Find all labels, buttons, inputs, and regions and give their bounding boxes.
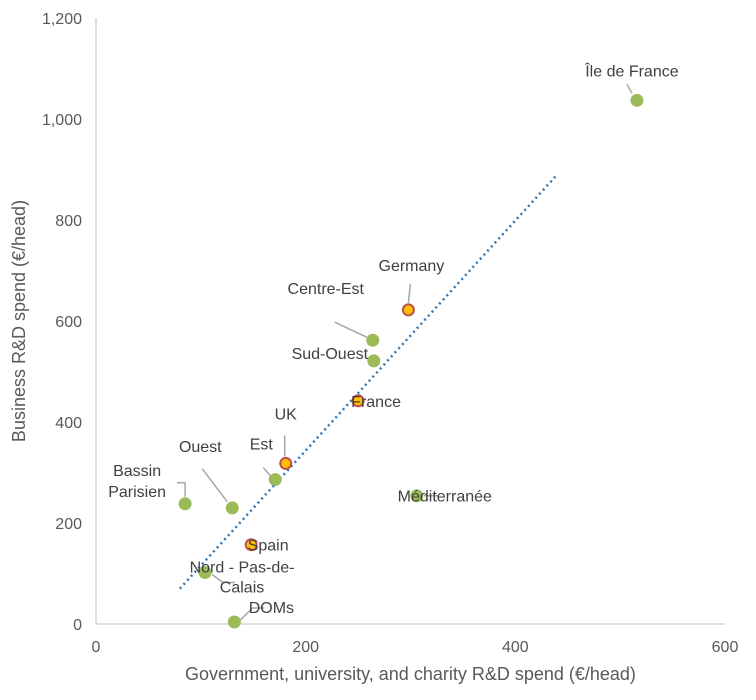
leader-line [262, 467, 271, 477]
leader-line [201, 468, 228, 503]
data-label-est: Est [250, 437, 274, 454]
y-tick-label: 0 [73, 617, 82, 634]
data-point-nord-pas-de-calais [198, 565, 212, 579]
leader-line [334, 321, 368, 338]
trendline [178, 173, 559, 590]
y-tick-label: 1,000 [42, 112, 82, 129]
data-point-ouest [225, 501, 239, 515]
data-point-bassin-parisien [178, 497, 192, 511]
leader-line [407, 283, 412, 303]
leader-line [177, 482, 186, 497]
data-label-uk: UK [275, 406, 298, 423]
data-point-spain [244, 538, 258, 552]
data-label-ouest: Ouest [179, 439, 222, 456]
leader-line [211, 573, 236, 584]
x-tick-label: 400 [502, 639, 529, 656]
x-tick-label: 200 [292, 639, 319, 656]
leader-line [239, 607, 265, 621]
data-point-doms [227, 615, 241, 629]
data-point-ile-de-france [630, 93, 644, 107]
data-label-centre-est: Centre-Est [288, 281, 365, 298]
axis-ticks: 0 200 400 600 800 1,000 1,200 0 200 400 600 [42, 11, 738, 656]
y-axis-title: Business R&D spend (€/head) [9, 200, 29, 442]
data-points [178, 93, 644, 629]
data-point-est [268, 473, 282, 487]
data-label-germany: Germany [379, 258, 445, 275]
y-tick-label: 600 [55, 314, 82, 331]
leader-line [626, 83, 633, 94]
x-tick-label: 0 [92, 639, 101, 656]
data-point-germany [401, 303, 415, 317]
data-point-mediterranee [410, 489, 424, 503]
x-axis-title: Government, university, and charity R&D … [185, 664, 636, 684]
data-point-france [351, 394, 365, 408]
y-tick-label: 200 [55, 516, 82, 533]
data-label-nord-pas-de-calais: Nord - Pas-de- [190, 559, 295, 576]
data-point-centre-est [366, 333, 380, 347]
data-label-mediterranee: Méditerranée [398, 489, 492, 506]
data-label-france: France [351, 394, 401, 411]
x-tick-label: 600 [712, 639, 739, 656]
data-label-spain: Spain [248, 538, 289, 555]
data-labels: Île de France Germany Centre-Est Sud-Ouest F… [108, 61, 679, 617]
data-point-sud-ouest [367, 354, 381, 368]
y-tick-label: 400 [55, 415, 82, 432]
y-tick-label: 800 [55, 213, 82, 230]
y-tick-label: 1,200 [42, 11, 82, 28]
data-label-bassin-parisien: Bassin [113, 463, 161, 480]
data-label-sud-ouest: Sud-Ouest [292, 346, 369, 363]
data-label-doms: DOMs [249, 600, 294, 617]
data-point-uk [279, 456, 293, 470]
data-label-ile-de-france: Île de France [584, 61, 678, 80]
data-label-bassin-parisien: Parisien [108, 484, 166, 501]
label-leader-lines [177, 83, 633, 621]
data-label-nord-pas-de-calais: Calais [220, 579, 264, 596]
